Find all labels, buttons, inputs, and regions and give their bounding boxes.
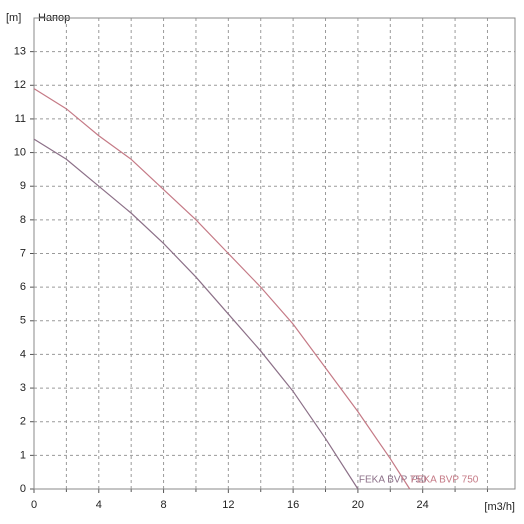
x-tick-label: 0 — [31, 499, 37, 511]
curve — [33, 138, 359, 490]
y-tick-label: 11 — [15, 113, 26, 125]
y-tick-label: 13 — [14, 46, 26, 58]
y-tick-label: 6 — [20, 281, 26, 293]
x-tick-label: 8 — [160, 499, 166, 511]
y-tick-label: 7 — [20, 247, 26, 259]
y-tick-label: 10 — [14, 146, 26, 158]
y-tick-label: 9 — [20, 180, 26, 192]
x-tick-label: 24 — [417, 499, 429, 511]
y-tick-label: 4 — [20, 348, 26, 360]
x-axis-label: [m3/h] — [484, 501, 515, 513]
y-tick-label: 8 — [20, 214, 26, 226]
y-tick-label: 3 — [20, 382, 26, 394]
series-label: FEKA BVP 750 — [411, 475, 479, 486]
x-tick-label: 4 — [96, 499, 102, 511]
plot-frame — [33, 17, 516, 490]
y-tick-label: 12 — [14, 79, 26, 91]
y-tick-label: 1 — [20, 449, 26, 461]
y-axis-label: [m] — [6, 12, 21, 24]
series-label: FEKA BVP 750 — [359, 475, 427, 486]
x-tick-label: 20 — [352, 499, 364, 511]
y-tick-label: 5 — [20, 315, 26, 327]
x-tick-label: 12 — [222, 499, 234, 511]
y-tick-label: 2 — [20, 416, 26, 428]
x-tick-label: 16 — [287, 499, 299, 511]
curve — [33, 88, 411, 490]
y-tick-label: 0 — [20, 483, 26, 495]
